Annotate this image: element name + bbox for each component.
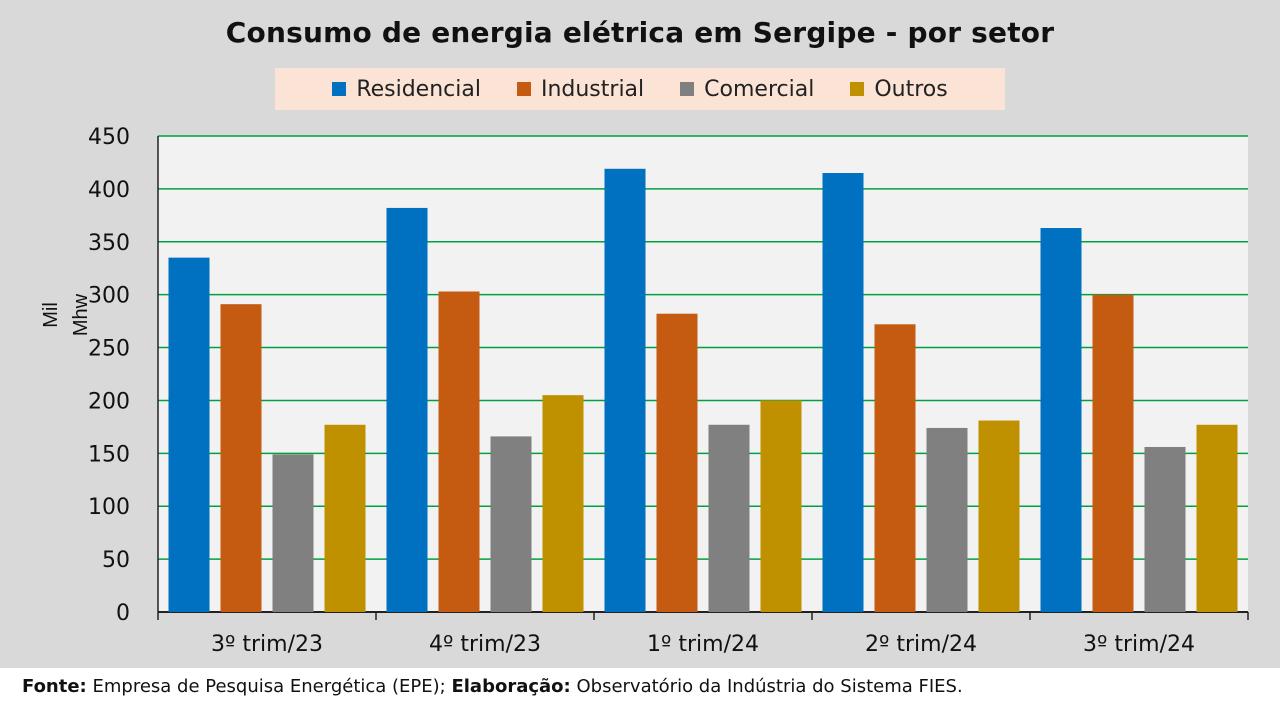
bar-comercial-1 [490,436,532,612]
bar-residencial-1 [386,207,428,612]
bar-comercial-3 [926,427,968,612]
legend-item-residencial: Residencial [332,77,481,102]
bar-industrial-3 [874,324,916,612]
plot-background [158,136,1248,612]
footer-elaboration-text: Observatório da Indústria do Sistema FIE… [570,676,963,697]
legend-label: Comercial [704,76,815,102]
bar-industrial-0 [220,304,262,612]
bar-industrial-2 [656,313,698,612]
bar-comercial-4 [1144,446,1186,612]
bar-industrial-1 [438,291,480,612]
y-axis-label: Mil Mhw [40,293,92,337]
source-footer: Fonte: Empresa de Pesquisa Energética (E… [22,676,963,697]
bar-comercial-0 [272,454,314,612]
y-tick-label: 300 [88,284,130,309]
y-tick-label: 350 [88,231,130,256]
bar-industrial-4 [1092,294,1134,612]
x-tick-label: 3º trim/23 [211,632,323,657]
y-tick-label: 100 [88,495,130,520]
bar-outros-0 [324,424,366,612]
x-tick-label: 1º trim/24 [647,632,759,657]
x-tick-label: 3º trim/24 [1083,632,1195,657]
legend-item-outros: Outros [850,76,948,102]
x-tick-label: 2º trim/24 [865,632,977,657]
chart-title: Consumo de energia elétrica em Sergipe -… [225,16,1055,49]
legend-item-comercial: Comercial [680,77,814,102]
bar-outros-1 [542,395,584,612]
footer-source-text: Empresa de Pesquisa Energética (EPE); [86,676,452,697]
footer-background [0,668,1280,720]
bar-outros-2 [760,400,802,612]
bar-residencial-4 [1040,228,1082,612]
y-tick-label: 50 [102,548,130,573]
legend-label: Residencial [356,76,481,102]
y-tick-label: 0 [116,601,130,626]
y-tick-label: 400 [88,178,130,203]
footer-elaboration-label: Elaboração: [451,676,571,697]
legend: Residencial Industrial Comercial Outros [275,68,1005,110]
bar-comercial-2 [708,424,750,612]
bar-residencial-2 [604,168,646,612]
legend-swatch [516,82,531,96]
footer-source-label: Fonte: [22,676,87,697]
plot-area: 0 50 100 150 200 250 300 350 400 450 3º trim/23 4º … [88,125,1249,657]
legend-label: Outros [874,76,948,102]
bar-outros-4 [1196,424,1238,612]
y-tick-label: 450 [88,125,130,150]
bar-residencial-0 [168,257,210,612]
legend-label: Industrial [540,76,645,102]
y-tick-label: 150 [88,442,130,467]
x-tick-label: 4º trim/23 [429,632,541,657]
legend-swatch [332,82,347,96]
y-tick-label: 250 [88,337,130,362]
legend-swatch [680,82,695,96]
legend-item-industrial: Industrial [516,76,645,102]
bar-residencial-3 [822,173,864,612]
y-tick-label: 200 [88,389,130,414]
legend-swatch [850,82,865,96]
bar-outros-3 [978,420,1020,612]
